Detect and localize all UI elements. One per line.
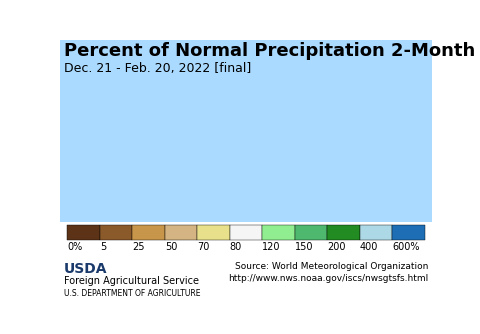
Bar bbox=[295, 225, 327, 240]
Text: USDA: USDA bbox=[64, 262, 107, 276]
Text: 25: 25 bbox=[132, 242, 145, 252]
Text: Source: World Meteorological Organization
http://www.nws.noaa.gov/iscs/nwsgtsfs.: Source: World Meteorological Organizatio… bbox=[228, 262, 428, 283]
Bar bbox=[262, 225, 295, 240]
Bar bbox=[100, 225, 132, 240]
Text: 120: 120 bbox=[262, 242, 281, 252]
Bar bbox=[392, 225, 424, 240]
Text: U.S. DEPARTMENT OF AGRICULTURE: U.S. DEPARTMENT OF AGRICULTURE bbox=[64, 289, 200, 298]
Text: 200: 200 bbox=[327, 242, 346, 252]
Text: Foreign Agricultural Service: Foreign Agricultural Service bbox=[64, 276, 199, 286]
Text: 50: 50 bbox=[165, 242, 177, 252]
Bar bbox=[197, 225, 230, 240]
Text: 5: 5 bbox=[100, 242, 106, 252]
Text: 400: 400 bbox=[360, 242, 378, 252]
Bar bbox=[327, 225, 360, 240]
Text: 70: 70 bbox=[197, 242, 210, 252]
Text: 80: 80 bbox=[230, 242, 242, 252]
Text: 150: 150 bbox=[295, 242, 313, 252]
Text: 0%: 0% bbox=[67, 242, 83, 252]
Bar bbox=[230, 225, 262, 240]
Bar bbox=[132, 225, 165, 240]
Text: Dec. 21 - Feb. 20, 2022 [final]: Dec. 21 - Feb. 20, 2022 [final] bbox=[64, 62, 251, 75]
Text: Percent of Normal Precipitation 2-Month (WMO): Percent of Normal Precipitation 2-Month … bbox=[64, 42, 480, 60]
Bar bbox=[67, 225, 100, 240]
Text: 600%: 600% bbox=[392, 242, 420, 252]
Bar bbox=[165, 225, 197, 240]
Bar bbox=[360, 225, 392, 240]
